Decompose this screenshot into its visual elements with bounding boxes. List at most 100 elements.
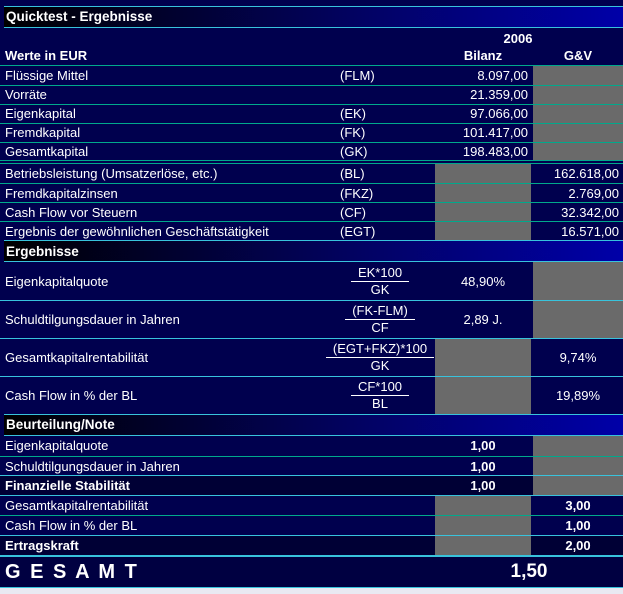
note-row: Schuldtilgungsdauer in Jahren 1,00 — [0, 455, 623, 476]
row-code: (FLM) — [340, 67, 375, 83]
row-label: Finanzielle Stabilität — [5, 478, 130, 494]
bilanz-note-cell[interactable]: 1,00 — [470, 478, 496, 494]
formula-cell: (EGT+FKZ)*100 GK — [325, 341, 435, 373]
table-row: Flüssige Mittel (FLM) 8.097,00 — [0, 65, 623, 85]
disabled-cell[interactable] — [435, 536, 531, 556]
disabled-cell[interactable] — [533, 301, 623, 338]
section-heading: Ergebnisse — [6, 243, 79, 259]
row-label: Vorräte — [5, 87, 47, 103]
bilanz-value-cell[interactable]: 198.483,00 — [462, 144, 528, 160]
sheet-title: Quicktest - Ergebnisse — [6, 9, 153, 25]
row-label: Ertragskraft — [5, 538, 79, 554]
bilanz-value-cell[interactable]: 48,90% — [460, 273, 506, 289]
formula-numerator: CF*100 — [350, 379, 410, 396]
note-subtotal-row: Ertragskraft 2,00 — [0, 535, 623, 556]
row-label: Gesamtkapitalrentabilität — [5, 349, 149, 365]
section-divider — [0, 160, 623, 165]
table-row: Fremdkapital (FK) 101.417,00 — [0, 122, 623, 142]
col-header-bilanz: Bilanz — [463, 47, 503, 63]
disabled-cell[interactable] — [435, 496, 531, 516]
ratio-row: Cash Flow in % der BL CF*100 BL 19,89% — [0, 375, 623, 414]
gv-value-cell[interactable]: 16.571,00 — [561, 223, 619, 239]
row-label: Fremdkapital — [5, 125, 81, 141]
row-code: (CF) — [340, 204, 366, 220]
row-label: Gesamtkapital — [5, 144, 89, 160]
gv-value-cell[interactable]: 2.769,00 — [568, 185, 619, 201]
col-header-werte: Werte in EUR — [5, 47, 88, 63]
row-label: Flüssige Mittel — [5, 67, 89, 83]
formula-numerator: (EGT+FKZ)*100 — [325, 341, 435, 358]
row-label: Cash Flow vor Steuern — [5, 204, 138, 220]
table-row: Gesamtkapital (GK) 198.483,00 — [0, 141, 623, 161]
note-row: Gesamtkapitalrentabilität 3,00 — [0, 495, 623, 516]
ergebnisse-heading-band: Ergebnisse — [4, 240, 623, 263]
disabled-cell[interactable] — [533, 262, 623, 301]
disabled-cell[interactable] — [435, 164, 531, 184]
formula-denominator: CF — [371, 319, 389, 335]
disabled-cell[interactable] — [533, 435, 623, 456]
gv-value-cell[interactable]: 32.342,00 — [561, 204, 619, 220]
row-label: Eigenkapitalquote — [5, 273, 109, 289]
ratio-row: Eigenkapitalquote EK*100 GK 48,90% — [0, 262, 623, 301]
ratio-row: Gesamtkapitalrentabilität (EGT+FKZ)*100 … — [0, 337, 623, 376]
formula-cell: CF*100 BL — [325, 379, 435, 411]
section-heading: Beurteilung/Note — [6, 417, 115, 433]
disabled-cell[interactable] — [533, 456, 623, 476]
disabled-cell[interactable] — [435, 184, 531, 203]
row-label: Cash Flow in % der BL — [5, 518, 138, 534]
year-row: 2006 — [0, 28, 623, 46]
bottom-scroll-strip — [0, 587, 623, 594]
row-label: Eigenkapitalquote — [5, 438, 109, 454]
formula-denominator: GK — [370, 281, 390, 297]
year-label: 2006 — [503, 30, 533, 46]
disabled-cell[interactable] — [533, 476, 623, 496]
row-code: (FK) — [340, 125, 366, 141]
bilanz-note-cell[interactable]: 1,00 — [470, 458, 496, 474]
gesamt-value-cell[interactable]: 1,50 — [510, 561, 548, 583]
disabled-cell[interactable] — [435, 376, 531, 414]
table-row: Ergebnis der gewöhnlichen Geschäftstätig… — [0, 221, 623, 241]
disabled-cell[interactable] — [435, 516, 531, 536]
row-label: Eigenkapital — [5, 106, 76, 122]
disabled-cell[interactable] — [435, 338, 531, 376]
formula-numerator: (FK-FLM) — [345, 303, 415, 320]
note-subtotal-row: Finanzielle Stabilität 1,00 — [0, 475, 623, 496]
bilanz-value-cell[interactable]: 2,89 J. — [463, 311, 503, 327]
row-code: (EK) — [340, 106, 366, 122]
gv-value-cell[interactable]: 9,74% — [559, 349, 597, 365]
sheet-title-band: Quicktest - Ergebnisse — [4, 5, 623, 28]
row-label: Betriebsleistung (Umsatzerlöse, etc.) — [5, 166, 218, 182]
table-row: Eigenkapital (EK) 97.066,00 — [0, 103, 623, 123]
row-label: Schuldtilgungsdauer in Jahren — [5, 311, 180, 327]
bilanz-value-cell[interactable]: 21.359,00 — [470, 87, 528, 103]
column-header-row: Werte in EUR Bilanz G&V — [0, 46, 623, 66]
gv-note-cell[interactable]: 2,00 — [565, 538, 591, 554]
table-row: Cash Flow vor Steuern (CF) 32.342,00 — [0, 202, 623, 222]
row-label: Cash Flow in % der BL — [5, 387, 138, 403]
bilanz-value-cell[interactable]: 8.097,00 — [477, 67, 528, 83]
table-row: Vorräte 21.359,00 — [0, 84, 623, 104]
formula-cell: EK*100 GK — [325, 265, 435, 297]
disabled-cell[interactable] — [435, 203, 531, 222]
gesamt-label: G E S A M T — [5, 560, 139, 583]
gv-value-cell[interactable]: 19,89% — [555, 387, 601, 403]
disabled-cell[interactable] — [533, 104, 623, 123]
gv-value-cell[interactable]: 162.618,00 — [553, 166, 619, 182]
disabled-cell[interactable] — [533, 65, 623, 85]
bilanz-note-cell[interactable]: 1,00 — [470, 438, 496, 454]
formula-cell: (FK-FLM) CF — [325, 303, 435, 335]
row-code: (BL) — [340, 166, 365, 182]
row-label: Gesamtkapitalrentabilität — [5, 498, 149, 514]
formula-numerator: EK*100 — [350, 265, 410, 282]
disabled-cell[interactable] — [435, 222, 531, 241]
disabled-cell[interactable] — [533, 85, 623, 104]
disabled-cell[interactable] — [533, 123, 623, 142]
gv-note-cell[interactable]: 1,00 — [565, 518, 591, 534]
bilanz-value-cell[interactable]: 101.417,00 — [462, 125, 528, 141]
disabled-cell[interactable] — [533, 142, 623, 161]
gv-note-cell[interactable]: 3,00 — [565, 498, 591, 514]
row-label: Schuldtilgungsdauer in Jahren — [5, 458, 180, 474]
gesamt-row: G E S A M T 1,50 — [0, 555, 623, 588]
bilanz-value-cell[interactable]: 97.066,00 — [470, 106, 528, 122]
table-row: Fremdkapitalzinsen (FKZ) 2.769,00 — [0, 183, 623, 203]
